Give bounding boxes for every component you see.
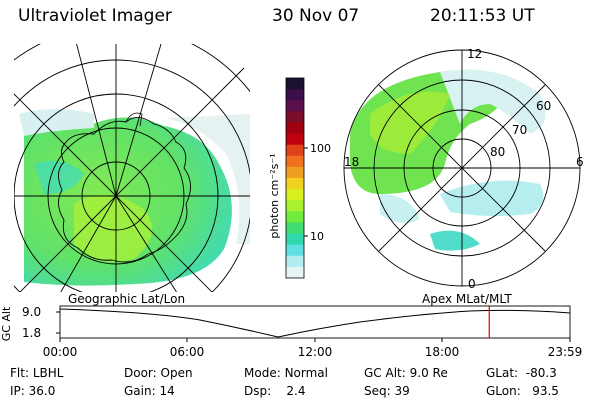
gain-info: Gain: 14 (124, 384, 175, 398)
colorbar-band (286, 189, 304, 201)
colorbar-band (286, 155, 304, 168)
alt-tick-1-8: 1.8 (22, 326, 41, 340)
time-tick-2359: 23:59 (548, 345, 583, 359)
colorbar-band (286, 178, 304, 190)
continent-outline (58, 117, 191, 263)
glon-value: 93.5 (532, 384, 559, 398)
glat-info: GLat: -80.3 (486, 366, 557, 380)
colorbar-band (286, 78, 304, 90)
gcalt-info: GC Alt: 9.0 Re (364, 366, 448, 380)
filter-label: Flt: (10, 366, 29, 380)
dsp-label: Dsp: (244, 384, 272, 398)
mlt-label-6: 6 (576, 155, 584, 169)
altitude-curve (59, 308, 571, 338)
time-tick-0000: 00:00 (43, 345, 78, 359)
geographic-map-label: Geographic Lat/Lon (68, 292, 186, 306)
filter-info: Flt: LBHL (10, 366, 63, 380)
glat-label: GLat: (486, 366, 519, 380)
ip-value: 36.0 (28, 384, 56, 398)
mlt-label-0: 0 (468, 277, 476, 291)
mode-label: Mode: (244, 366, 281, 380)
door-value: Open (160, 366, 193, 380)
gain-label: Gain: (124, 384, 156, 398)
colorbar-band (286, 111, 304, 123)
magnetic-polar-plot: 12 0 18 6 60 70 80 (343, 47, 584, 291)
mode-info: Mode: Normal (244, 366, 328, 380)
time-tick-1800: 18:00 (425, 345, 460, 359)
glon-info: GLon: 93.5 (486, 384, 559, 398)
ip-label: IP: (10, 384, 25, 398)
date-label: 30 Nov 07 (272, 6, 360, 26)
geographic-map (14, 44, 250, 292)
time-tick-1200: 12:00 (298, 345, 333, 359)
seq-info: Seq: 39 (364, 384, 410, 398)
glat-value: -80.3 (525, 366, 557, 380)
seq-value: 39 (394, 384, 410, 398)
apex-map-label: Apex MLat/MLT (422, 292, 512, 306)
altitude-plot: 9.0 1.8 GC Alt 00:00 06:00 12:00 18:00 2… (0, 305, 583, 359)
gain-value: 14 (159, 384, 175, 398)
colorbar-band (286, 133, 304, 146)
colorbar-band (286, 89, 304, 101)
colorbar-band (286, 255, 304, 268)
time-tick-0600: 06:00 (170, 345, 205, 359)
door-info: Door: Open (124, 366, 193, 380)
filter-value: LBHL (32, 366, 64, 380)
colorbar-band (286, 244, 304, 257)
mode-value: Normal (284, 366, 328, 380)
colorbar-unit-label: photon cm⁻²s⁻¹ (268, 153, 281, 238)
colorbar-band (286, 222, 304, 235)
gcalt-value: 9.0 Re (409, 366, 448, 380)
colorbar-band (286, 122, 304, 135)
gcalt-label: GC Alt: (364, 366, 406, 380)
mlt-label-12: 12 (467, 47, 482, 61)
seq-label: Seq: (364, 384, 391, 398)
mlat-label-70: 70 (512, 123, 527, 137)
door-label: Door: (124, 366, 157, 380)
instrument-title: Ultraviolet Imager (18, 6, 172, 26)
colorbar-tick-10: 10 (310, 230, 324, 243)
mlat-label-80: 80 (490, 145, 505, 159)
mlt-label-18: 18 (344, 155, 359, 169)
dsp-info: Dsp: 2.4 (244, 384, 306, 398)
colorbar-tick-100: 100 (310, 142, 331, 155)
ip-info: IP: 36.0 (10, 384, 55, 398)
colorbar: 100 10 photon cm⁻²s⁻¹ (268, 77, 331, 279)
colorbar-band (286, 266, 304, 279)
dsp-value: 2.4 (286, 384, 306, 398)
glon-label: GLon: (486, 384, 521, 398)
colorbar-band (286, 211, 304, 223)
time-label: 20:11:53 UT (430, 6, 535, 26)
mlat-label-60: 60 (536, 99, 551, 113)
colorbar-band (286, 166, 304, 179)
colorbar-band (286, 233, 304, 246)
colorbar-band (286, 100, 304, 112)
colorbar-band (286, 200, 304, 212)
colorbar-band (286, 144, 304, 157)
alt-ylabel: GC Alt (0, 306, 13, 341)
alt-tick-9: 9.0 (22, 305, 41, 319)
